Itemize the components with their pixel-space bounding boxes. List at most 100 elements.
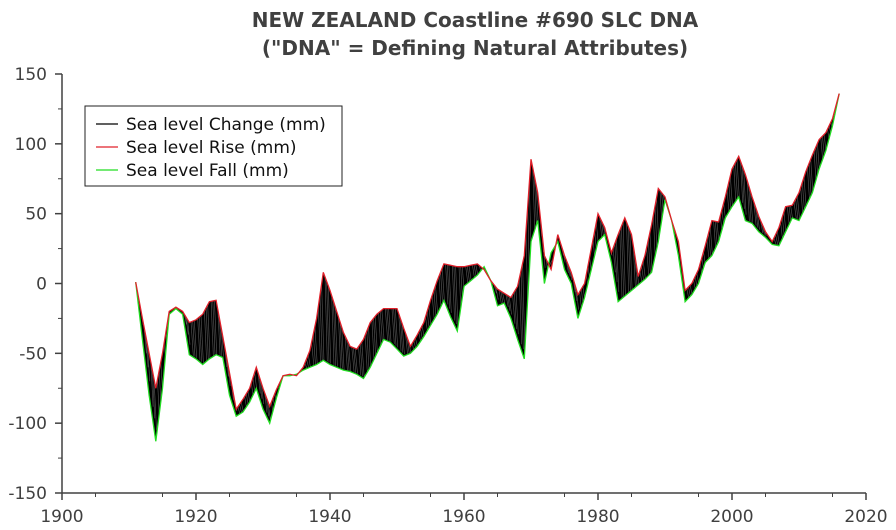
axes: 1900 1920 1940 1960 1980 2000 2020 150 100 50 0 -5…: [8, 65, 887, 527]
y-ticks: 150 100 50 0 -50 -100 -150: [8, 65, 62, 504]
y-tick-label: -150: [8, 484, 47, 504]
hatch-stroke: [599, 217, 603, 240]
hatch-stroke: [708, 233, 712, 260]
hatch-stroke: [587, 265, 591, 284]
hatch-stroke: [795, 198, 799, 220]
y-tick-label: -100: [8, 414, 47, 434]
hatch-stroke: [359, 344, 363, 377]
hatch-stroke: [160, 362, 164, 402]
legend-label-change: Sea level Change (mm): [126, 115, 326, 135]
hatch-stroke: [753, 201, 757, 226]
hatch-stroke: [736, 159, 740, 200]
hatch-stroke: [775, 234, 779, 246]
hatch-stroke: [348, 342, 352, 372]
hatch-stroke: [827, 129, 831, 145]
hatch-stroke: [508, 296, 512, 315]
hatch-stroke: [549, 260, 553, 267]
hatch-stroke: [321, 283, 325, 362]
hatch-stroke: [581, 289, 584, 308]
hatch-stroke: [406, 337, 410, 355]
hatch-stroke: [447, 264, 450, 309]
hatch-stroke: [728, 182, 732, 213]
hatch-stroke: [331, 295, 335, 366]
hatch-stroke: [366, 330, 370, 373]
hatch-stroke: [512, 294, 516, 324]
hatch-stroke: [197, 318, 201, 361]
hatch-stroke: [641, 265, 645, 283]
hatch-stroke: [190, 321, 194, 356]
hatch-stroke: [311, 342, 315, 367]
hatch-stroke: [324, 276, 328, 362]
hatch-stroke: [594, 231, 598, 256]
hatch-stroke: [398, 313, 402, 351]
hatch-stroke: [823, 134, 827, 156]
hatch-stroke: [646, 247, 650, 278]
hatch-stroke: [381, 309, 385, 343]
hatch-stroke: [210, 301, 214, 358]
hatch-stroke: [586, 274, 589, 291]
y-tick-label: 150: [15, 65, 47, 85]
hatch-stroke: [438, 276, 442, 311]
hatch-stroke: [314, 326, 318, 366]
hatch-stroke: [614, 243, 618, 283]
hatch-stroke: [507, 295, 511, 311]
hatch-stroke: [368, 326, 372, 371]
hatch-stroke: [706, 239, 710, 261]
y-tick-label: -50: [19, 344, 47, 364]
hatch-stroke: [582, 286, 586, 303]
chart-title-line-1: NEW ZEALAND Coastline #690 SLC DNA: [252, 8, 699, 32]
hatch-stroke: [212, 300, 216, 357]
x-tick-label: 2020: [844, 507, 887, 527]
hatch-stroke: [358, 346, 362, 376]
hatch-stroke: [318, 306, 321, 364]
x-ticks: 1900 1920 1940 1960 1980 2000 2020: [40, 493, 888, 527]
hatch-stroke: [440, 272, 444, 308]
hatch-stroke: [721, 209, 725, 230]
series-lines: [135, 93, 840, 442]
hatch-stroke: [527, 207, 531, 301]
hatch-stroke: [267, 401, 271, 420]
hatch-stroke: [748, 185, 752, 223]
hatch-stroke: [364, 335, 368, 376]
x-tick-label: 2000: [710, 507, 753, 527]
hatch-stroke: [395, 308, 398, 348]
hatch-stroke: [361, 341, 365, 378]
legend-box: [84, 105, 343, 187]
hatch-stroke: [344, 335, 348, 371]
legend-label-rise: Sea level Rise (mm): [126, 138, 297, 158]
hatch-stroke: [261, 382, 264, 405]
sea-level-change-hatch: [138, 122, 834, 430]
hatch-stroke: [797, 195, 800, 221]
x-tick-label: 1960: [442, 507, 485, 527]
hatch-stroke: [214, 300, 218, 356]
hatch-stroke: [723, 203, 727, 224]
hatch-stroke: [199, 316, 202, 362]
hatch-stroke: [391, 308, 395, 344]
hatch-stroke: [453, 265, 457, 325]
hatch-stroke: [445, 264, 449, 305]
hatch-stroke: [207, 304, 211, 361]
hatch-stroke: [192, 321, 196, 357]
hatch-stroke: [730, 175, 733, 210]
hatch-stroke: [187, 319, 191, 345]
hatch-stroke: [532, 167, 536, 237]
x-tick-label: 1940: [308, 507, 351, 527]
hatch-stroke: [158, 370, 162, 415]
hatch-stroke: [649, 232, 653, 275]
hatch-stroke: [204, 311, 207, 364]
hatch-stroke: [462, 266, 465, 298]
hatch-stroke: [746, 180, 750, 222]
hatch-stroke: [750, 191, 754, 223]
change-band: [135, 93, 840, 442]
hatch-stroke: [448, 264, 452, 313]
hatch-stroke: [150, 362, 154, 407]
hatch-stroke: [264, 392, 268, 413]
hatch-stroke: [460, 266, 464, 309]
hatch-stroke: [333, 300, 336, 366]
hatch-stroke: [339, 321, 343, 369]
hatch-stroke: [808, 163, 812, 200]
hatch-stroke: [341, 327, 345, 370]
hatch-stroke: [386, 308, 390, 341]
hatch-stroke: [525, 231, 529, 330]
hatch-stroke: [735, 162, 738, 202]
